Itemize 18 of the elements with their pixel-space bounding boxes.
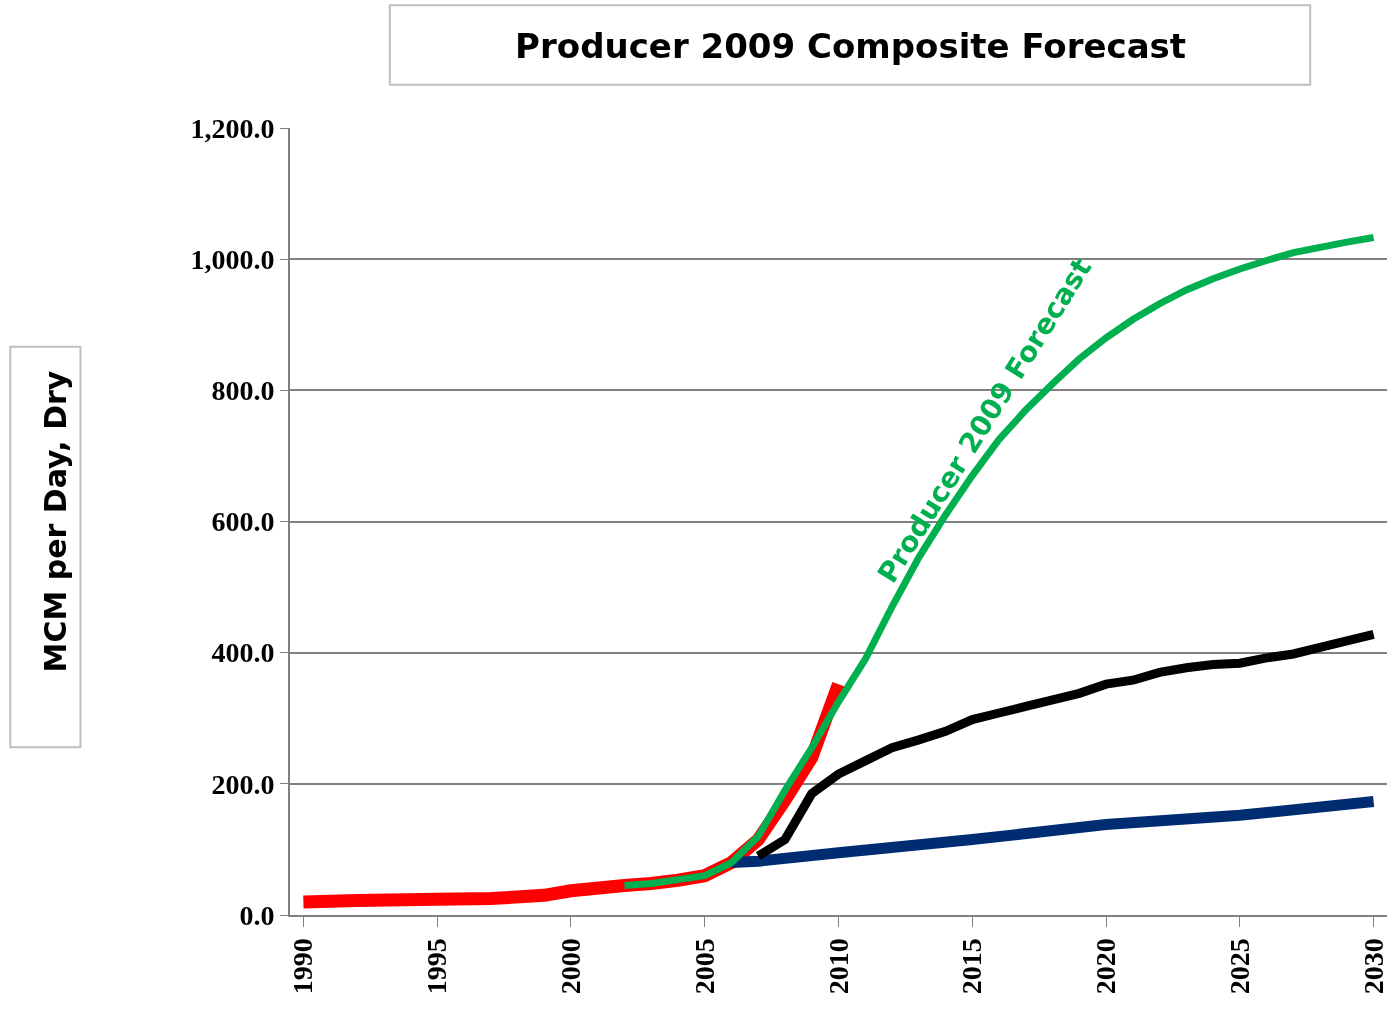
y-tick-label: 600.0 bbox=[211, 506, 275, 538]
y-tick-label: 0.0 bbox=[239, 899, 275, 931]
x-tick-label: 2005 bbox=[688, 938, 720, 995]
x-tick-label: 2030 bbox=[1357, 938, 1389, 995]
x-tick-label: 2020 bbox=[1090, 938, 1122, 995]
x-tick-label: 2000 bbox=[555, 938, 587, 995]
y-tick-label: 1,200.0 bbox=[190, 112, 275, 144]
x-tick-label: 2015 bbox=[956, 938, 988, 995]
x-tick-label: 2025 bbox=[1223, 938, 1255, 995]
y-tick-label: 400.0 bbox=[211, 637, 275, 669]
y-tick-label: 1,000.0 bbox=[190, 243, 275, 275]
x-tick-label: 1990 bbox=[287, 938, 319, 995]
y-tick-label: 200.0 bbox=[211, 768, 275, 800]
chart-title: Producer 2009 Composite Forecast bbox=[515, 26, 1187, 67]
x-tick-label: 2010 bbox=[822, 938, 854, 995]
x-tick-label: 1995 bbox=[421, 938, 453, 995]
y-tick-label: 800.0 bbox=[211, 375, 275, 407]
y-axis-title: MCM per Day, Dry bbox=[37, 370, 73, 673]
